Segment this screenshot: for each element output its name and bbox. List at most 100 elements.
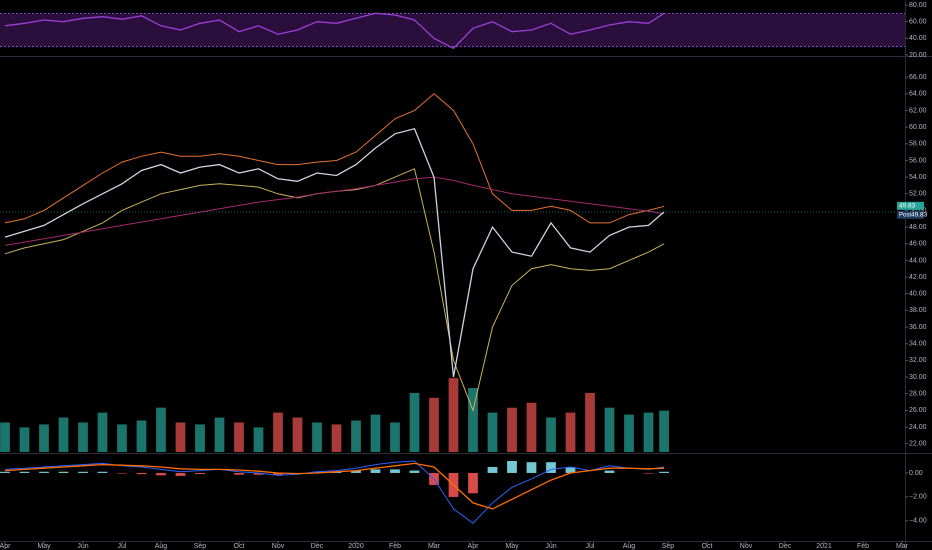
bar <box>253 472 264 475</box>
x-tick-label: Aug <box>155 543 168 550</box>
y-tick-label: 58.00 <box>909 141 927 148</box>
bar <box>659 410 669 452</box>
y-tick-label: 80.00 <box>909 2 927 9</box>
y-tick-label: 28.00 <box>909 391 927 398</box>
bar <box>565 466 576 473</box>
x-tick-label: Sep <box>194 543 207 550</box>
bar <box>156 407 166 452</box>
y-tick-label: 24.00 <box>909 424 927 431</box>
bar <box>58 417 69 452</box>
bar <box>659 471 669 473</box>
x-tick-label: May <box>505 543 519 550</box>
bar <box>507 460 517 473</box>
bar <box>565 412 576 452</box>
bar <box>624 414 634 452</box>
y-tick-label: 46.00 <box>909 241 927 248</box>
bar <box>117 424 127 452</box>
bar <box>78 471 88 473</box>
y-tick-label: 22.00 <box>909 441 927 448</box>
bar <box>351 470 361 473</box>
y-tick-label: 26.00 <box>909 407 927 414</box>
bar <box>195 424 205 452</box>
y-tick-label: 20.00 <box>909 52 927 59</box>
y-tick-label: 0.00 <box>909 470 923 477</box>
y-tick-label: 64.00 <box>909 91 927 98</box>
x-tick-label: Dec <box>779 543 792 550</box>
bar <box>136 420 147 452</box>
y-tick-label: 42.00 <box>909 274 927 281</box>
bar <box>390 422 400 452</box>
y-tick-label: 30.00 <box>909 374 927 381</box>
y-tick-label: 32.00 <box>909 357 927 364</box>
bar <box>273 412 283 452</box>
bar <box>234 472 244 475</box>
post-label: Post <box>899 212 911 218</box>
bar <box>546 462 556 473</box>
x-tick-label: Jul <box>118 543 127 550</box>
y-tick-label: 40.00 <box>909 291 927 298</box>
y-tick-label: 36.00 <box>909 324 927 331</box>
bar <box>546 417 556 452</box>
x-tick-label: Feb <box>857 543 869 550</box>
bar <box>643 412 654 452</box>
bar <box>409 470 420 473</box>
bar <box>448 378 459 452</box>
bar <box>429 397 439 452</box>
x-tick-label: Aug <box>623 543 636 550</box>
bar <box>351 420 361 452</box>
bar <box>604 407 615 452</box>
y-tick-label: −2.00 <box>909 494 927 501</box>
line <box>4 128 665 378</box>
x-tick-label: Dec <box>311 543 324 550</box>
bar <box>97 471 108 473</box>
bar <box>507 407 517 452</box>
x-tick-label: Apr <box>0 543 11 550</box>
bar <box>58 471 69 473</box>
price-label: 49.83 <box>899 203 916 210</box>
post-tag <box>897 210 924 219</box>
line <box>4 93 665 224</box>
line <box>4 12 665 50</box>
y-tick-label: 60.00 <box>909 19 927 26</box>
bar <box>468 387 478 452</box>
bar <box>468 472 478 494</box>
bar <box>39 471 49 473</box>
y-tick-label: 66.00 <box>909 74 927 81</box>
bar <box>370 469 381 473</box>
bar <box>390 469 400 473</box>
bar <box>39 424 49 452</box>
y-tick-label: 48.00 <box>909 224 927 231</box>
band-fill <box>0 13 905 47</box>
bar <box>487 466 498 473</box>
x-tick-label: May <box>37 543 51 550</box>
bar <box>195 472 205 475</box>
x-tick-label: Oct <box>702 543 713 550</box>
bar <box>0 422 10 452</box>
y-tick-label: 62.00 <box>909 107 927 114</box>
bar <box>585 392 595 452</box>
x-tick-label: Nov <box>740 543 753 550</box>
x-tick-label: Oct <box>234 543 245 550</box>
bar <box>370 414 381 452</box>
bar <box>0 471 10 473</box>
y-tick-label: 54.00 <box>909 174 927 181</box>
y-tick-label: 56.00 <box>909 157 927 164</box>
x-tick-label: Apr <box>468 543 480 550</box>
y-tick-label: 50.00 <box>909 207 927 214</box>
bar <box>156 472 166 476</box>
bar <box>78 422 88 452</box>
bar <box>331 424 342 452</box>
y-tick-label: −4.00 <box>909 518 927 525</box>
x-tick-label: Feb <box>389 543 401 550</box>
bar <box>175 472 186 476</box>
bar <box>312 422 322 452</box>
x-tick-label: Jun <box>545 543 556 550</box>
x-tick-label: 2021 <box>816 543 832 550</box>
y-tick-label: 52.00 <box>909 191 927 198</box>
bar <box>117 472 127 474</box>
x-tick-label: Jul <box>586 543 595 550</box>
bar <box>526 462 537 473</box>
